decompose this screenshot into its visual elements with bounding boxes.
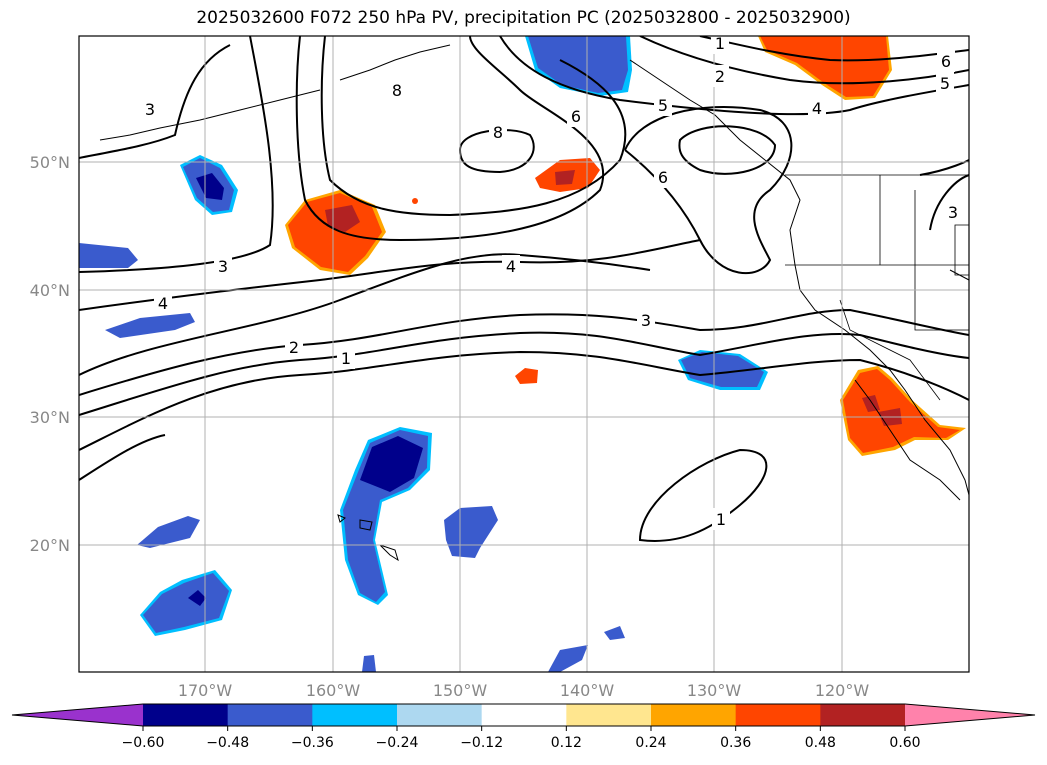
contour-label: 2 xyxy=(289,338,299,357)
lon-label: 150°W xyxy=(433,681,488,700)
lat-label: 40°N xyxy=(30,281,70,300)
lon-label: 160°W xyxy=(306,681,361,700)
lon-label: 120°W xyxy=(815,681,870,700)
colorbar-tick-label: −0.24 xyxy=(376,735,419,751)
negative-precip-anomalies xyxy=(79,36,768,672)
contour-label: 8 xyxy=(392,81,402,100)
colorbar-segment xyxy=(651,704,737,726)
latitude-labels: 50°N 40°N 30°N 20°N xyxy=(30,153,70,555)
contour-labels: 3 8 1 6 2 5 4 6 4 3 8 6 4 3 xyxy=(141,34,962,530)
colorbar-tick-label: 0.12 xyxy=(551,735,582,751)
map-frame xyxy=(78,35,970,673)
colorbar-tick-label: −0.60 xyxy=(122,735,165,751)
colorbar-extend-low xyxy=(12,704,143,726)
contour-label: 3 xyxy=(218,257,228,276)
contour-label: 6 xyxy=(571,107,581,126)
contour-label: 3 xyxy=(145,100,155,119)
lon-label: 130°W xyxy=(687,681,742,700)
colorbar: −0.60 −0.48 −0.36 −0.24 −0.12 0.12 0.24 0.36 0.4… xyxy=(11,703,1036,751)
colorbar-tick-label: 0.48 xyxy=(805,735,836,751)
contour-label: 1 xyxy=(715,34,725,53)
colorbar-tick-label: −0.48 xyxy=(206,735,249,751)
contour-label: 8 xyxy=(493,123,503,142)
contour-label: 4 xyxy=(158,294,168,313)
colorbar-extend-high xyxy=(905,704,1035,726)
coastlines xyxy=(99,44,969,562)
contour-label: 6 xyxy=(941,52,951,71)
contour-label: 1 xyxy=(341,349,351,368)
longitude-labels: 170°W 160°W 150°W 140°W 130°W 120°W xyxy=(178,681,870,700)
contour-label: 4 xyxy=(506,257,516,276)
contour-label: 1 xyxy=(716,510,726,529)
lat-label: 20°N xyxy=(30,536,70,555)
colorbar-segment xyxy=(312,704,398,726)
contour-label: 5 xyxy=(658,96,668,115)
lon-label: 170°W xyxy=(178,681,233,700)
contour-label: 5 xyxy=(940,74,950,93)
colorbar-tick-label: −0.36 xyxy=(291,735,334,751)
colorbar-tick-label: 0.24 xyxy=(635,735,666,751)
map-area: 3 8 1 6 2 5 4 6 4 3 8 6 4 3 xyxy=(79,34,969,672)
contour-label: 3 xyxy=(641,311,651,330)
colorbar-segment xyxy=(820,704,906,726)
borders xyxy=(785,174,969,401)
colorbar-tick-label: 0.36 xyxy=(720,735,751,751)
colorbar-segment xyxy=(735,704,821,726)
colorbar-segment xyxy=(397,704,483,726)
contour-label: 3 xyxy=(948,203,958,222)
lat-label: 50°N xyxy=(30,153,70,172)
contour-label: 6 xyxy=(658,168,668,187)
lat-label: 30°N xyxy=(30,408,70,427)
colorbar-segment xyxy=(227,704,313,726)
pv-contours xyxy=(79,36,969,542)
colorbar-tick-label: 0.60 xyxy=(889,735,920,751)
colorbar-segment xyxy=(481,704,567,726)
colorbar-segment xyxy=(143,704,229,726)
colorbar-segment xyxy=(566,704,652,726)
map-title: 2025032600 F072 250 hPa PV, precipitatio… xyxy=(196,8,851,28)
contour-label: 4 xyxy=(812,99,822,118)
contour-label: 2 xyxy=(715,67,725,86)
colorbar-tick-label: −0.12 xyxy=(460,735,503,751)
lon-label: 140°W xyxy=(560,681,615,700)
graticule xyxy=(79,36,969,672)
